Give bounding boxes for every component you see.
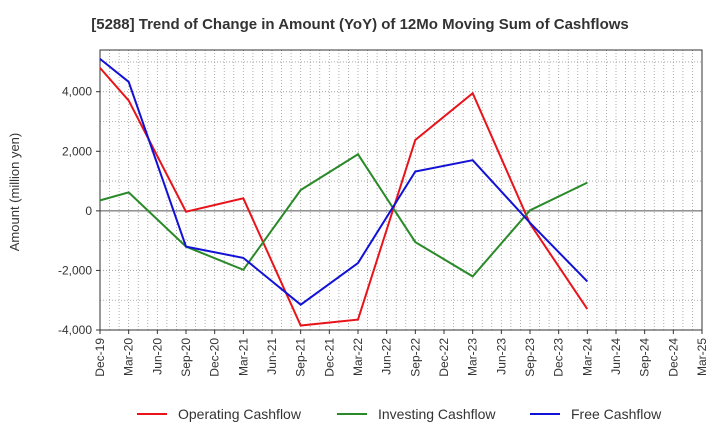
series-line-free-cashflow bbox=[99, 58, 589, 306]
x-tick-label: Jun-21 bbox=[265, 338, 279, 375]
x-tick-label: Jun-23 bbox=[494, 338, 508, 375]
legend-label-operating-cashflow: Operating Cashflow bbox=[178, 406, 302, 422]
x-tick-label: Jun-20 bbox=[150, 338, 164, 375]
series-line-investing-cashflow bbox=[99, 152, 588, 278]
x-tick-label: Mar-22 bbox=[351, 338, 365, 376]
x-tick-label: Sep-22 bbox=[408, 338, 422, 377]
x-tick-label: Dec-19 bbox=[93, 338, 107, 377]
axes bbox=[96, 49, 703, 334]
y-tick-label: 2,000 bbox=[62, 144, 92, 158]
y-axis-title: Amount (million yen) bbox=[7, 133, 22, 252]
grid bbox=[100, 50, 702, 330]
x-tick-label: Jun-22 bbox=[380, 338, 394, 375]
x-tick-label: Dec-22 bbox=[437, 338, 451, 377]
x-tick-label: Jun-24 bbox=[609, 338, 623, 375]
x-tick-label: Mar-20 bbox=[122, 338, 136, 376]
plot-area-border bbox=[99, 49, 703, 331]
x-tick-label: Mar-23 bbox=[466, 338, 480, 376]
x-tick-label: Mar-21 bbox=[236, 338, 250, 376]
x-tick-label: Dec-21 bbox=[322, 338, 336, 377]
legend: Operating Cashflow Investing Cashflow Free… bbox=[137, 406, 662, 422]
x-tick-label: Sep-23 bbox=[523, 338, 537, 377]
x-tick-label: Sep-20 bbox=[179, 338, 193, 377]
x-tick-label: Dec-23 bbox=[552, 338, 566, 377]
y-tick-label: 0 bbox=[85, 204, 92, 218]
y-tick-label: 4,000 bbox=[62, 85, 92, 99]
x-tick-label: Sep-21 bbox=[294, 338, 308, 377]
x-tick-label: Dec-20 bbox=[208, 338, 222, 377]
chart-title: [5288] Trend of Change in Amount (YoY) o… bbox=[91, 16, 629, 33]
y-tick-label: -2,000 bbox=[58, 263, 92, 277]
x-tick-label: Mar-24 bbox=[580, 338, 594, 376]
x-tick-label: Dec-24 bbox=[666, 338, 680, 377]
tick-labels: -4,000 -2,000 0 2,000 4,000 Dec-19 Mar-20 Jun-2… bbox=[58, 85, 709, 377]
legend-label-free-cashflow: Free Cashflow bbox=[571, 406, 662, 422]
series-line-operating-cashflow bbox=[99, 67, 589, 327]
x-tick-label: Mar-25 bbox=[695, 338, 709, 376]
legend-label-investing-cashflow: Investing Cashflow bbox=[378, 406, 496, 422]
series-lines bbox=[99, 58, 589, 327]
x-tick-label: Sep-24 bbox=[638, 338, 652, 377]
y-tick-label: -4,000 bbox=[58, 323, 92, 337]
